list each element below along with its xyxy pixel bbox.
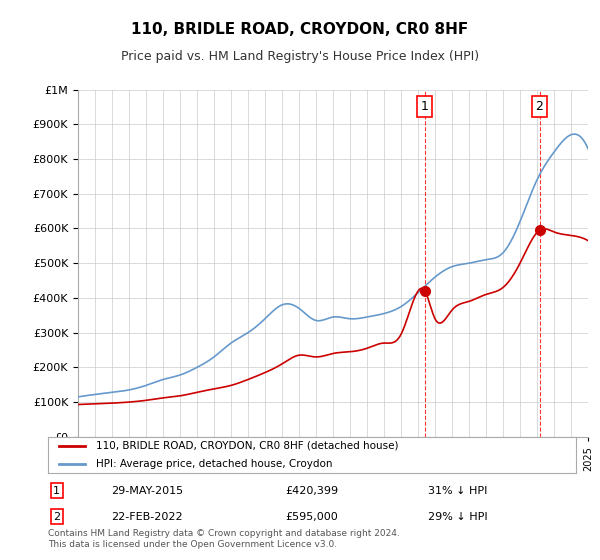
Text: 110, BRIDLE ROAD, CROYDON, CR0 8HF: 110, BRIDLE ROAD, CROYDON, CR0 8HF bbox=[131, 22, 469, 38]
Text: HPI: Average price, detached house, Croydon: HPI: Average price, detached house, Croy… bbox=[95, 459, 332, 469]
Text: 1: 1 bbox=[421, 100, 429, 113]
Text: 2: 2 bbox=[536, 100, 544, 113]
Text: 22-FEB-2022: 22-FEB-2022 bbox=[112, 512, 183, 522]
Text: £420,399: £420,399 bbox=[286, 486, 339, 496]
Text: £595,000: £595,000 bbox=[286, 512, 338, 522]
Text: 1: 1 bbox=[53, 486, 60, 496]
Text: 2: 2 bbox=[53, 512, 61, 522]
Text: Contains HM Land Registry data © Crown copyright and database right 2024.
This d: Contains HM Land Registry data © Crown c… bbox=[48, 529, 400, 549]
Text: 29-MAY-2015: 29-MAY-2015 bbox=[112, 486, 184, 496]
Text: Price paid vs. HM Land Registry's House Price Index (HPI): Price paid vs. HM Land Registry's House … bbox=[121, 50, 479, 63]
Text: 110, BRIDLE ROAD, CROYDON, CR0 8HF (detached house): 110, BRIDLE ROAD, CROYDON, CR0 8HF (deta… bbox=[95, 441, 398, 451]
Text: 31% ↓ HPI: 31% ↓ HPI bbox=[428, 486, 488, 496]
Text: 29% ↓ HPI: 29% ↓ HPI bbox=[428, 512, 488, 522]
